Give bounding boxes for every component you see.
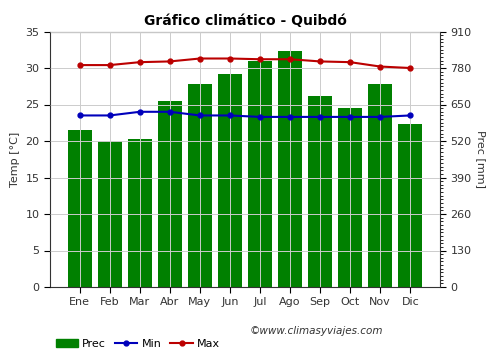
Bar: [308, 96, 332, 287]
Title: Gráfico climático - Quibdó: Gráfico climático - Quibdó: [144, 14, 346, 28]
Bar: [158, 101, 182, 287]
Bar: [338, 107, 362, 287]
Bar: [248, 61, 272, 287]
Y-axis label: Prec [mm]: Prec [mm]: [476, 130, 486, 188]
Bar: [128, 139, 152, 287]
Legend: Prec, Min, Max: Prec, Min, Max: [56, 338, 220, 349]
Y-axis label: Temp [°C]: Temp [°C]: [10, 132, 20, 187]
Bar: [98, 141, 122, 287]
Bar: [368, 84, 392, 287]
Bar: [278, 51, 302, 287]
Bar: [218, 74, 242, 287]
Text: ©www.climasyviajes.com: ©www.climasyviajes.com: [250, 326, 384, 336]
Bar: [398, 125, 422, 287]
Bar: [68, 130, 92, 287]
Bar: [188, 84, 212, 287]
